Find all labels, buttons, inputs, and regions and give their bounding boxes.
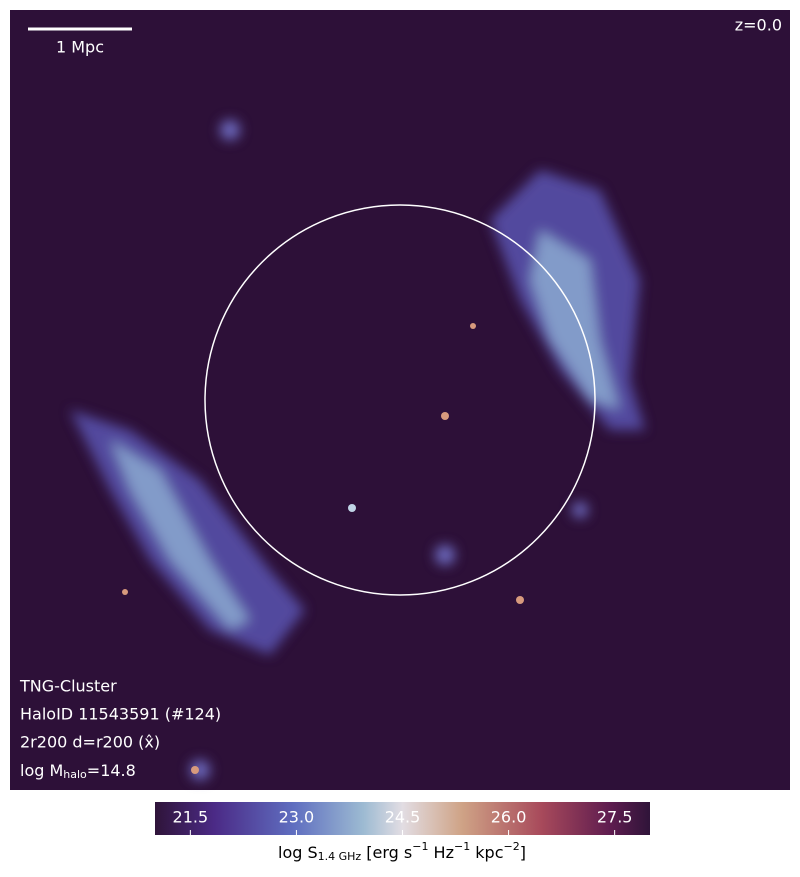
mass-prefix: log M	[20, 761, 63, 780]
label-part: ]	[520, 843, 526, 862]
label-sup: −1	[412, 840, 428, 853]
label-sup: −2	[504, 840, 520, 853]
colorbar-tick-label: 27.5	[597, 808, 633, 827]
map-background	[10, 10, 790, 790]
colorbar-label: log S1.4 GHz [erg s−1 Hz−1 kpc−2]	[278, 840, 526, 863]
label-part: log S	[278, 843, 318, 862]
label-part: kpc	[470, 843, 503, 862]
scale-label: 1 Mpc	[56, 38, 104, 57]
colorbar-tick-label: 21.5	[173, 808, 209, 827]
info-line: 2r200 d=r200 (x̂)	[20, 733, 160, 752]
mass-sub: halo	[63, 768, 87, 781]
label-sup: −1	[454, 840, 470, 853]
colorbar-tick-label: 24.5	[385, 808, 421, 827]
sources	[122, 323, 524, 774]
mass-suffix: =14.8	[87, 761, 136, 780]
info-line: HaloID 11543591 (#124)	[20, 705, 221, 724]
label-part: [erg s	[361, 843, 412, 862]
label-part: Hz	[428, 843, 454, 862]
colorbar-tick-label: 23.0	[279, 808, 315, 827]
info-line: TNG-Cluster	[19, 677, 117, 696]
info-line: log Mhalo=14.8	[20, 761, 136, 782]
colorbar-tick-label: 26.0	[491, 808, 527, 827]
colorbar	[155, 802, 650, 835]
label-sub: 1.4 GHz	[318, 850, 362, 863]
redshift: z=0.0	[735, 16, 782, 35]
r200-circle	[204, 204, 596, 596]
